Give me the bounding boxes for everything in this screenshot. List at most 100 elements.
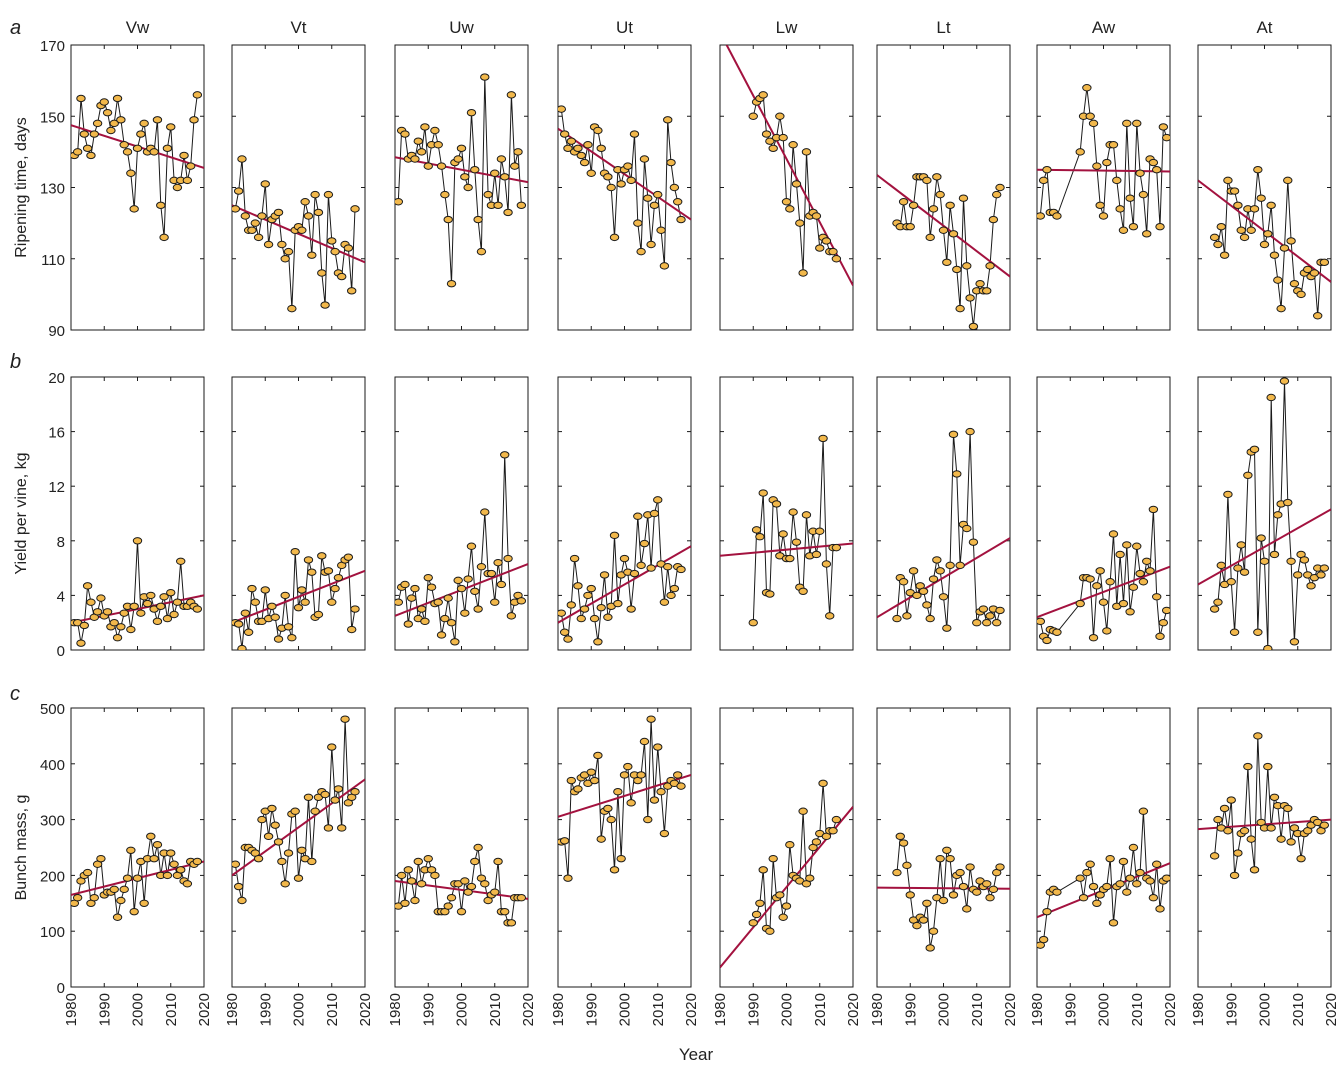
series-line [397, 454, 522, 642]
data-point [831, 255, 842, 263]
data-point [1037, 212, 1046, 220]
data-point [267, 804, 277, 813]
data-point [466, 542, 477, 550]
data-point [1283, 498, 1293, 507]
data-point [1152, 593, 1162, 601]
data-point [496, 580, 507, 589]
data-point [788, 141, 798, 149]
data-point [751, 526, 762, 534]
data-point [1239, 827, 1250, 835]
data-point [663, 116, 673, 124]
data-point [1118, 226, 1129, 234]
data-point [89, 894, 99, 902]
data-point [1082, 84, 1092, 92]
data-point [1213, 815, 1223, 824]
data-point [636, 771, 646, 779]
data-point [778, 133, 788, 142]
data-point [1155, 905, 1165, 913]
data-point [633, 219, 643, 227]
data-point [1155, 222, 1165, 231]
data-point [908, 201, 919, 210]
data-point [96, 854, 106, 863]
data-point [596, 144, 606, 153]
data-point [636, 561, 646, 570]
data-point [330, 584, 340, 593]
data-point [1226, 578, 1236, 586]
trend-line [1198, 179, 1331, 283]
x-tick-label: 2000 [291, 993, 308, 1026]
trend-line [232, 569, 365, 624]
data-point [453, 576, 463, 585]
data-point [283, 849, 294, 857]
data-point [476, 247, 487, 256]
data-point [516, 597, 527, 605]
data-point [771, 500, 782, 508]
data-point [995, 863, 1005, 871]
data-point [237, 896, 247, 905]
data-point [1269, 550, 1280, 559]
data-point [116, 623, 126, 631]
data-point [609, 233, 620, 242]
series-line [752, 783, 837, 933]
data-point [280, 591, 290, 600]
data-point [440, 190, 450, 199]
data-point [243, 628, 254, 636]
data-point [490, 888, 500, 896]
data-point [1118, 599, 1129, 608]
data-point [945, 854, 955, 863]
data-point [922, 601, 932, 609]
data-point [290, 548, 300, 556]
data-point [323, 567, 334, 575]
x-tick-label: 1990 [420, 993, 437, 1026]
data-point [586, 584, 596, 593]
data-point [758, 489, 768, 497]
data-point [250, 598, 260, 606]
panel-frame [1197, 707, 1332, 988]
data-point [116, 116, 126, 124]
data-point [423, 854, 433, 863]
data-point [86, 151, 96, 160]
data-point [1249, 445, 1260, 454]
data-point [1135, 169, 1145, 177]
data-point [948, 891, 959, 899]
data-point [1148, 505, 1159, 514]
data-point [898, 198, 909, 206]
data-point [583, 591, 593, 600]
data-point [1105, 854, 1115, 863]
data-point [182, 880, 193, 888]
data-point [400, 899, 410, 907]
data-point [446, 619, 457, 627]
data-point [1108, 919, 1119, 927]
data-point [273, 635, 284, 643]
data-point [1128, 583, 1139, 591]
data-point [583, 141, 593, 149]
data-point [313, 610, 324, 619]
data-point [340, 715, 350, 723]
data-point [922, 176, 932, 185]
data-point [323, 824, 334, 832]
data-point [440, 614, 450, 623]
data-point [768, 144, 778, 153]
data-point [433, 598, 443, 606]
data-point [1148, 894, 1159, 902]
data-point [1115, 880, 1125, 888]
data-point [1239, 568, 1250, 576]
data-point [129, 602, 139, 611]
data-point [72, 148, 83, 156]
data-point [1279, 377, 1290, 385]
data-point [1289, 279, 1300, 288]
panel-b-Ut [557, 376, 692, 651]
data-point [593, 751, 603, 760]
data-point [955, 868, 965, 877]
trend-line [232, 204, 365, 264]
data-point [232, 205, 241, 213]
trend-line [1198, 508, 1331, 586]
data-point [606, 183, 616, 192]
data-point [758, 866, 768, 874]
data-point [918, 916, 929, 924]
panel-frame [876, 44, 1011, 331]
data-point [460, 877, 470, 885]
data-point [1092, 162, 1102, 170]
data-point [755, 533, 765, 541]
data-point [503, 208, 513, 217]
